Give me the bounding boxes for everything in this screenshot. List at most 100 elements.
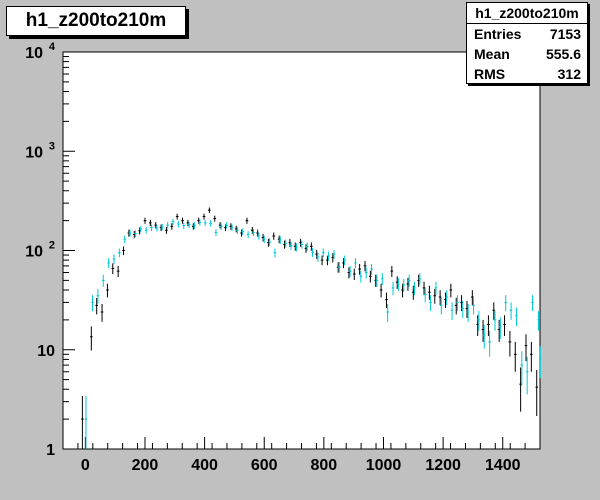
x-axis-tick-labels: 0 200 400 600 800 1000 1200 1400	[81, 457, 521, 474]
data-point	[150, 224, 153, 232]
data-point	[482, 325, 486, 349]
data-point	[257, 232, 261, 240]
data-point	[470, 290, 474, 306]
data-point	[89, 326, 93, 351]
x-tick-label: 200	[132, 457, 159, 474]
data-point	[520, 351, 524, 386]
data-point	[352, 268, 356, 281]
data-point	[535, 370, 539, 416]
stats-label: RMS	[474, 66, 506, 82]
data-point	[439, 297, 443, 315]
data-point	[504, 295, 508, 312]
data-point	[305, 242, 309, 251]
data-point	[155, 224, 159, 232]
data-point	[369, 270, 372, 283]
data-point	[311, 248, 314, 257]
data-point	[402, 278, 406, 292]
y-tick-label: 10	[25, 144, 43, 161]
stats-row-entries: Entries 7153	[467, 24, 587, 44]
data-point	[284, 239, 288, 248]
stats-label: Mean	[474, 46, 510, 62]
data-point	[300, 240, 304, 249]
stats-value: 312	[557, 66, 581, 82]
data-point	[175, 213, 179, 220]
data-point	[193, 222, 196, 230]
data-point	[84, 396, 88, 449]
data-point	[338, 262, 341, 273]
data-point	[385, 292, 388, 308]
data-point	[101, 274, 105, 287]
data-point	[187, 221, 191, 229]
data-point	[508, 330, 512, 357]
x-tick-label: 1400	[485, 457, 521, 474]
data-point	[397, 278, 400, 291]
plot-frame	[62, 51, 541, 450]
data-point	[461, 300, 465, 318]
data-point	[202, 213, 206, 220]
data-point	[149, 219, 152, 227]
x-tick-label: 1000	[366, 457, 402, 474]
data-point	[428, 285, 431, 300]
data-point	[278, 236, 282, 244]
data-point	[493, 311, 497, 331]
data-point	[434, 281, 438, 296]
data-point	[509, 302, 513, 320]
data-point	[96, 289, 100, 304]
data-point	[531, 295, 534, 312]
data-point	[503, 315, 506, 337]
data-point	[198, 219, 202, 226]
data-point	[123, 235, 127, 244]
data-point	[537, 311, 540, 331]
data-point	[245, 217, 249, 224]
data-point	[450, 302, 454, 320]
data-point	[477, 311, 481, 331]
data-points	[81, 207, 541, 449]
data-point	[213, 215, 217, 222]
data-point	[429, 295, 432, 312]
data-point	[354, 258, 357, 269]
data-point	[295, 243, 298, 252]
data-point	[456, 295, 459, 312]
data-point	[466, 304, 470, 322]
y-tick-label: 1	[46, 442, 55, 459]
data-point	[91, 295, 94, 312]
data-point	[390, 265, 394, 277]
data-point	[219, 223, 223, 230]
data-point	[203, 219, 207, 227]
data-point	[118, 248, 121, 258]
data-point	[107, 258, 110, 269]
x-tick-label: 400	[191, 457, 218, 474]
stats-box: h1_z200to210m Entries 7153 Mean 555.6 RM…	[466, 2, 588, 84]
data-point	[391, 281, 395, 296]
data-point	[513, 341, 517, 372]
data-point	[246, 231, 250, 239]
axis-ticks	[62, 51, 541, 450]
data-point	[95, 297, 99, 315]
data-point	[343, 255, 347, 266]
histogram-title: h1_z200to210m	[6, 6, 186, 36]
data-point	[449, 283, 453, 298]
data-point	[225, 222, 229, 229]
data-point	[499, 317, 502, 339]
data-point	[241, 228, 245, 236]
data-point	[418, 273, 422, 286]
data-point	[309, 242, 313, 251]
data-point	[407, 274, 411, 287]
data-point	[327, 251, 330, 261]
data-point	[182, 222, 186, 230]
stats-value: 555.6	[545, 46, 581, 62]
y-tick-exponent: 3	[49, 140, 55, 152]
data-point	[321, 248, 325, 258]
data-point	[472, 297, 475, 315]
data-point	[236, 226, 239, 234]
data-point	[492, 302, 496, 320]
data-point	[166, 222, 169, 229]
data-point	[116, 265, 120, 277]
x-tick-label: 1200	[425, 457, 461, 474]
data-point	[134, 230, 137, 238]
data-point	[128, 229, 132, 237]
data-point	[112, 254, 116, 265]
data-point	[488, 330, 491, 357]
data-point	[525, 357, 529, 395]
